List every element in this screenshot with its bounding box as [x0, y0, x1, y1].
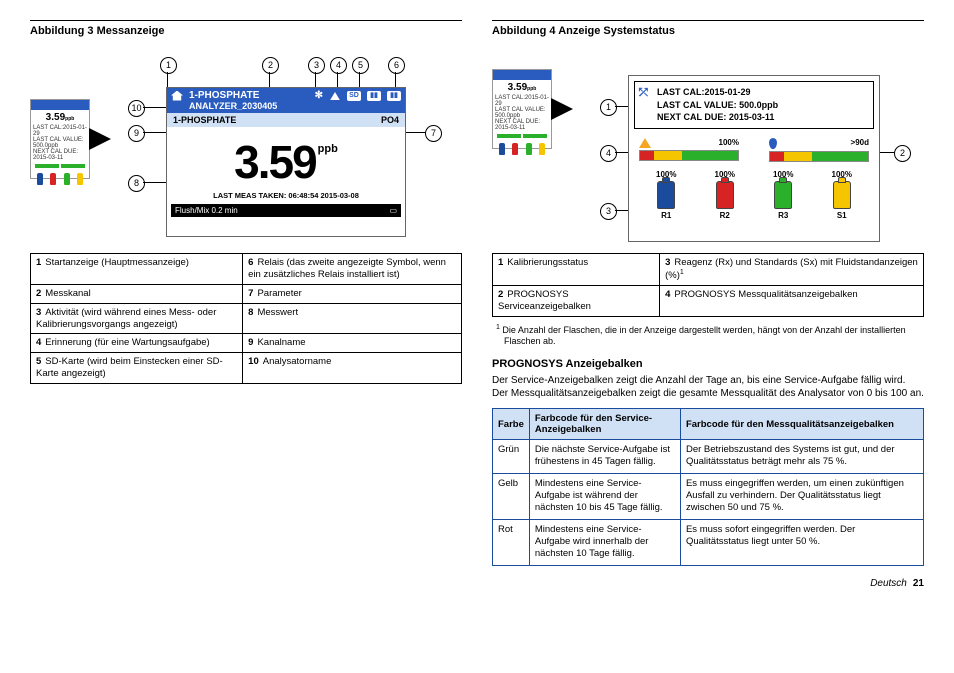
last-measurement: LAST MEAS TAKEN: 06:48:54 2015-03-08: [167, 191, 405, 200]
measurement-screen: 1-PHOSPHATE ✻ SD ▮▮ ▮▮ ANALYZER_2030405 …: [166, 87, 406, 237]
calibration-status: ⤱ LAST CAL:2015-01-29 LAST CAL VALUE: 50…: [634, 81, 874, 129]
parameter: PO4: [381, 115, 399, 125]
callout-2: 2: [262, 57, 279, 74]
measurement-value: 3.59ppb: [167, 127, 405, 189]
callout-6: 6: [388, 57, 405, 74]
relay2-icon: ▮▮: [387, 91, 401, 101]
home-icon: [171, 91, 183, 101]
cal-icon: ⤱: [639, 86, 648, 101]
warning-icon: [330, 92, 340, 100]
callout-r1: 1: [600, 99, 617, 116]
callout-r3: 3: [600, 203, 617, 220]
callout-r4: 4: [600, 145, 617, 162]
figure-4-title: Abbildung 4 Anzeige Systemstatus: [492, 20, 924, 37]
callout-7: 7: [425, 125, 442, 142]
page-footer: Deutsch21: [0, 576, 954, 599]
bottle-row: 100%R1 100%R2 100%R3 100%S1: [629, 164, 879, 220]
prognosys-text: Der Service-Anzeigebalken zeigt die Anza…: [492, 374, 924, 400]
figure-4: 1 2 3 4 3.59ppb LAST CAL:2015-01-29 LAST…: [492, 45, 924, 245]
footer-bar: Flush/Mix 0.2 min▭: [171, 204, 401, 217]
callout-r2: 2: [894, 145, 911, 162]
quality-bar: >90d: [769, 138, 869, 162]
sd-icon: SD: [347, 91, 361, 101]
service-bar: 100%: [639, 138, 739, 162]
thumbnail-screen: 3.59ppb LAST CAL:2015-01-29 LAST CAL VAL…: [30, 99, 90, 179]
callout-5: 5: [352, 57, 369, 74]
relay-icon: ▮▮: [367, 91, 381, 101]
thumbnail-screen-2: 3.59ppb LAST CAL:2015-01-29 LAST CAL VAL…: [492, 69, 552, 149]
figure-3: 1 2 3 4 5 6 7 8 9 10 3.59ppb LAST CAL:20…: [30, 45, 462, 245]
figure-4-legend: 1Kalibrierungsstatus3Reagenz (Rx) und St…: [492, 253, 924, 317]
callout-10: 10: [128, 100, 145, 117]
drop-icon: [769, 138, 777, 149]
activity-icon: ✻: [315, 90, 323, 101]
analyzer-name: ANALYZER_2030405: [171, 101, 401, 111]
color-code-table: FarbeFarbcode für den Service-Anzeigebal…: [492, 408, 924, 566]
system-status-screen: ⤱ LAST CAL:2015-01-29 LAST CAL VALUE: 50…: [628, 75, 880, 242]
figure-3-title: Abbildung 3 Messanzeige: [30, 20, 462, 37]
footnote: 1 Die Anzahl der Flaschen, die in der An…: [504, 323, 924, 348]
prognosys-heading: PROGNOSYS Anzeigebalken: [492, 358, 924, 370]
warning-icon: [639, 138, 651, 148]
callout-3: 3: [308, 57, 325, 74]
channel-name: 1-PHOSPHATE: [173, 115, 236, 125]
callout-8: 8: [128, 175, 145, 192]
callout-1: 1: [160, 57, 177, 74]
callout-9: 9: [128, 125, 145, 142]
channel-title: 1-PHOSPHATE: [189, 90, 259, 101]
callout-4: 4: [330, 57, 347, 74]
figure-3-legend: 1Startanzeige (Hauptmessanzeige)6Relais …: [30, 253, 462, 384]
